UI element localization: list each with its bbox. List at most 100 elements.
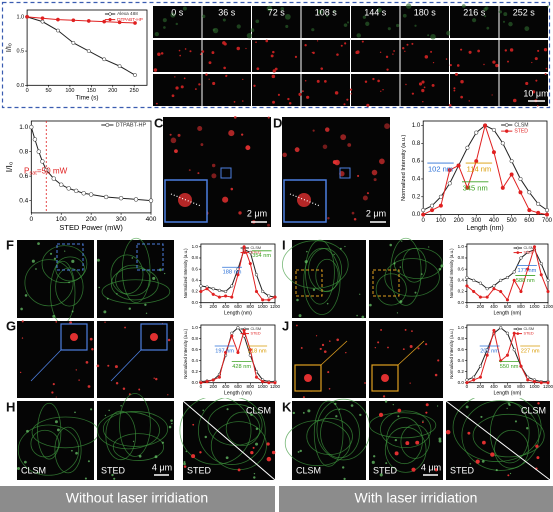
x-tick-label: 800 <box>247 384 255 389</box>
fluorescence-spot <box>153 377 155 379</box>
banner-text: With laser irridiation <box>355 490 478 506</box>
fluorescence-spot <box>266 456 272 462</box>
data-point <box>242 328 246 333</box>
y-tick-label: 0.6 <box>458 266 465 271</box>
data-point <box>56 28 60 33</box>
data-point <box>518 190 523 195</box>
fluorescence-spot <box>402 348 405 351</box>
cell-outline <box>37 402 62 460</box>
fluorescence-spot <box>425 403 429 407</box>
fluorescence-spot <box>253 84 256 87</box>
fluorescence-spot <box>334 91 339 95</box>
data-point <box>86 19 91 23</box>
micrograph <box>351 6 400 38</box>
data-point <box>509 159 514 164</box>
legend-label: STED <box>251 251 261 255</box>
fluorescence-spot <box>108 409 110 412</box>
data-point <box>519 289 523 294</box>
fluorescence-spot <box>537 402 540 405</box>
fluorescence-spot <box>182 6 187 11</box>
x-tick-label: 0 <box>26 88 29 94</box>
fluorescence-spot <box>512 98 517 103</box>
fluorescence-spot <box>359 293 361 295</box>
y-tick-label: 0.2 <box>192 289 199 294</box>
fluorescence-spot <box>374 347 376 349</box>
cell-outline <box>17 424 80 476</box>
x-tick-label: 1000 <box>529 304 540 309</box>
chart-background <box>448 321 551 398</box>
fluorescence-spot <box>425 343 428 346</box>
fluorescence-spot <box>393 262 396 265</box>
data-point <box>429 203 435 208</box>
image-label: CLSM <box>296 465 321 475</box>
x-tick-label: 400 <box>146 216 157 223</box>
legend-marker <box>504 129 509 133</box>
fluorescence-spot <box>120 404 122 407</box>
inset-spot <box>381 374 389 382</box>
data-point <box>465 284 469 288</box>
fluorescence-spot <box>170 137 177 144</box>
roi-box <box>372 269 400 297</box>
data-point <box>539 261 543 266</box>
fluorescence-spot <box>495 468 498 472</box>
fluorescence-spot <box>453 89 456 92</box>
fluorescence-spot <box>409 382 411 384</box>
fluorescence-spot <box>161 441 165 444</box>
data-point <box>199 284 203 288</box>
legend-marker <box>108 17 112 22</box>
fluorescence-spot <box>312 288 316 292</box>
x-tick-label: 200 <box>209 304 217 309</box>
fluorescence-spot <box>486 26 490 30</box>
panel-label: D <box>273 115 282 130</box>
fluorescence-spot <box>409 345 413 349</box>
data-point <box>199 381 203 385</box>
y-axis-label: Normalized Intensity (a.u.) <box>449 248 454 298</box>
fluorescence-spot <box>405 3 412 9</box>
y-axis-label: Normalized Intensity (a.u.) <box>183 328 188 378</box>
roi-box <box>136 243 164 271</box>
legend-marker <box>243 251 247 254</box>
fluorescence-spot <box>323 350 327 353</box>
fluorescence-spot <box>205 73 208 76</box>
annotation-part: =50 mW <box>37 167 68 176</box>
micrograph <box>499 6 548 38</box>
y-tick-label: 0.5 <box>16 49 24 55</box>
data-point <box>102 57 107 62</box>
data-point <box>509 172 514 177</box>
x-tick-label: 100 <box>56 216 67 223</box>
fluorescence-spot <box>411 92 415 95</box>
cell-outline <box>384 258 440 297</box>
fluorescence-spot <box>23 460 27 464</box>
fluorescence-spot <box>503 12 508 17</box>
scale-bar-label: 10 μm <box>523 88 548 98</box>
data-point <box>499 326 503 330</box>
data-point <box>483 123 488 128</box>
data-point <box>465 275 469 280</box>
fluorescence-spot <box>537 49 540 52</box>
fluorescence-spot <box>365 21 370 26</box>
cell-outline <box>313 400 344 467</box>
fluorescence-spot <box>245 47 247 50</box>
data-point <box>267 294 271 298</box>
panel-label: I <box>282 237 286 252</box>
micrograph <box>252 6 301 38</box>
inset-connector <box>110 349 142 382</box>
data-point <box>224 289 228 294</box>
scale-bar-label: 2 μm <box>247 208 267 218</box>
fluorescence-spot <box>171 422 173 425</box>
fluorescence-spot <box>250 451 254 455</box>
data-point <box>102 19 107 24</box>
fluorescence-spot <box>366 192 370 195</box>
data-point <box>230 295 234 299</box>
data-point <box>532 380 537 384</box>
fluorescence-spot <box>402 47 405 50</box>
cell-outline <box>24 259 74 307</box>
split-line <box>182 400 276 481</box>
plot-frame <box>26 9 148 86</box>
y-tick-label: 0.8 <box>19 148 28 155</box>
fluorescence-spot <box>371 460 375 464</box>
fluorescence-spot <box>327 371 330 374</box>
micrograph <box>301 74 350 106</box>
data-point <box>217 288 222 293</box>
